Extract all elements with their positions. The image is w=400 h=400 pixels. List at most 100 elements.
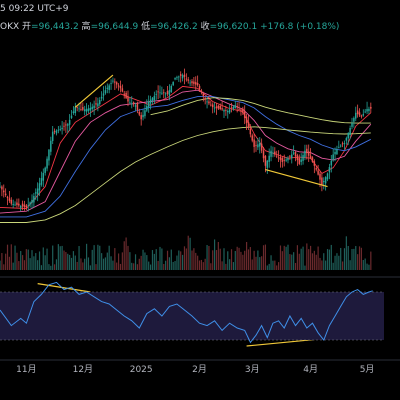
- volume-bar: [121, 252, 123, 270]
- candle-body: [55, 130, 58, 134]
- candle: [12, 199, 14, 209]
- volume-bar: [266, 265, 268, 270]
- candle: [178, 75, 180, 82]
- candle: [189, 79, 191, 87]
- candle-body: [249, 128, 252, 135]
- candle: [291, 150, 293, 164]
- volume-bar: [50, 265, 52, 270]
- volume-bar: [95, 264, 97, 270]
- candle: [44, 166, 46, 176]
- candle: [243, 105, 246, 125]
- candle: [144, 104, 146, 119]
- candle-body: [313, 161, 316, 166]
- volume-bar: [223, 248, 225, 270]
- volume-bar: [149, 264, 152, 270]
- candle-body: [100, 96, 103, 99]
- candle: [4, 188, 7, 197]
- candle-body: [204, 97, 206, 100]
- candle: [80, 102, 82, 112]
- candle-body: [40, 178, 43, 185]
- volume-bar: [174, 261, 176, 270]
- candle: [275, 150, 278, 159]
- candle-body: [125, 92, 127, 99]
- candle: [23, 200, 26, 211]
- candle: [161, 86, 163, 95]
- candle-body: [121, 88, 124, 92]
- candle-body: [266, 160, 269, 168]
- candle: [68, 114, 71, 131]
- moving-averages: [0, 85, 372, 223]
- candlesticks: [0, 68, 372, 212]
- volume-bar: [6, 244, 9, 270]
- candle: [110, 79, 112, 90]
- candle: [338, 140, 340, 149]
- candle: [300, 153, 302, 166]
- chart-header: 5 09:22 UTC+9 OKX 开=96,443.2 高=96,644.9 …: [0, 0, 400, 40]
- candle-body: [115, 82, 118, 85]
- candle-body: [4, 193, 7, 196]
- candle: [59, 125, 61, 132]
- candle-body: [85, 108, 88, 112]
- volume-bar: [217, 241, 219, 270]
- candle: [227, 109, 229, 119]
- candle: [326, 172, 329, 182]
- volume-bar: [296, 245, 299, 270]
- candle: [48, 148, 50, 166]
- candle-body: [323, 180, 325, 183]
- candle-body: [317, 170, 319, 175]
- volume-bar: [321, 260, 323, 270]
- candle: [287, 156, 289, 164]
- volume-bar: [317, 246, 319, 270]
- candle-body: [134, 105, 137, 107]
- candle: [134, 102, 137, 111]
- candle: [283, 154, 285, 167]
- candle: [242, 106, 244, 115]
- candle: [311, 156, 314, 163]
- candle-body: [164, 93, 167, 95]
- volume-bar: [208, 245, 210, 270]
- candle-body: [53, 131, 56, 132]
- volume-bar: [315, 254, 317, 270]
- candle: [353, 116, 355, 128]
- candle-body: [138, 111, 141, 115]
- candle-body: [166, 91, 169, 94]
- candle-body: [370, 106, 372, 109]
- candle-body: [238, 109, 240, 110]
- volume-bar: [283, 245, 285, 270]
- candle-body: [61, 127, 63, 130]
- candle-body: [210, 104, 212, 106]
- candle: [76, 106, 78, 112]
- candle: [289, 154, 291, 160]
- candle-body: [155, 93, 157, 95]
- candle: [304, 144, 306, 161]
- volume-bar: [227, 251, 229, 270]
- volume-bar: [340, 247, 342, 270]
- candle: [140, 112, 142, 126]
- candle-body: [0, 186, 1, 188]
- volume-bar: [53, 264, 56, 270]
- candle: [67, 122, 69, 134]
- volume-bar: [38, 251, 41, 270]
- candle: [260, 138, 263, 154]
- ma-line-ma_long: [0, 126, 371, 223]
- volume-bar: [3, 264, 5, 270]
- candle: [97, 97, 99, 112]
- candle-body: [193, 81, 195, 84]
- volume-bar: [14, 245, 16, 270]
- volume-bar: [136, 264, 139, 270]
- candle: [292, 145, 295, 156]
- candle: [234, 100, 237, 109]
- candle-body: [341, 143, 344, 145]
- volume-bar: [349, 260, 351, 270]
- volume-bar: [97, 244, 99, 270]
- volume-bar: [370, 251, 372, 270]
- candle-body: [78, 108, 80, 110]
- x-tick-label: 12月: [73, 364, 93, 375]
- volume-bar: [84, 258, 86, 270]
- candle: [270, 145, 272, 162]
- candle: [168, 84, 171, 101]
- candle: [129, 97, 131, 104]
- trend-line-price: [265, 169, 328, 188]
- candle: [57, 126, 60, 134]
